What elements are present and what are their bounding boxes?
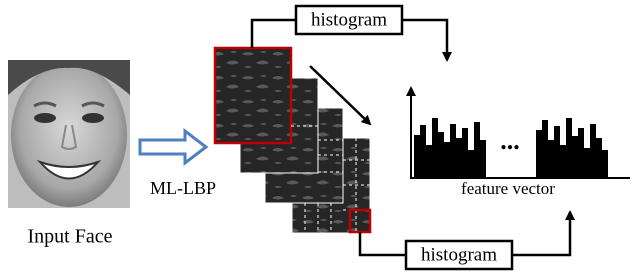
lbp-maps (215, 48, 370, 233)
output-label: feature vector (461, 179, 555, 198)
method-label: ML-LBP (150, 178, 216, 198)
feature-histogram (410, 88, 630, 178)
bottom-box-label: histogram (421, 244, 497, 265)
diagram: Input Face ML-LBP histogram histogram (0, 0, 634, 275)
ellipsis: ... (500, 126, 520, 155)
top-box-label: histogram (311, 9, 387, 30)
process-arrow (140, 131, 206, 163)
input-label: Input Face (28, 226, 113, 248)
face-image (8, 60, 130, 208)
